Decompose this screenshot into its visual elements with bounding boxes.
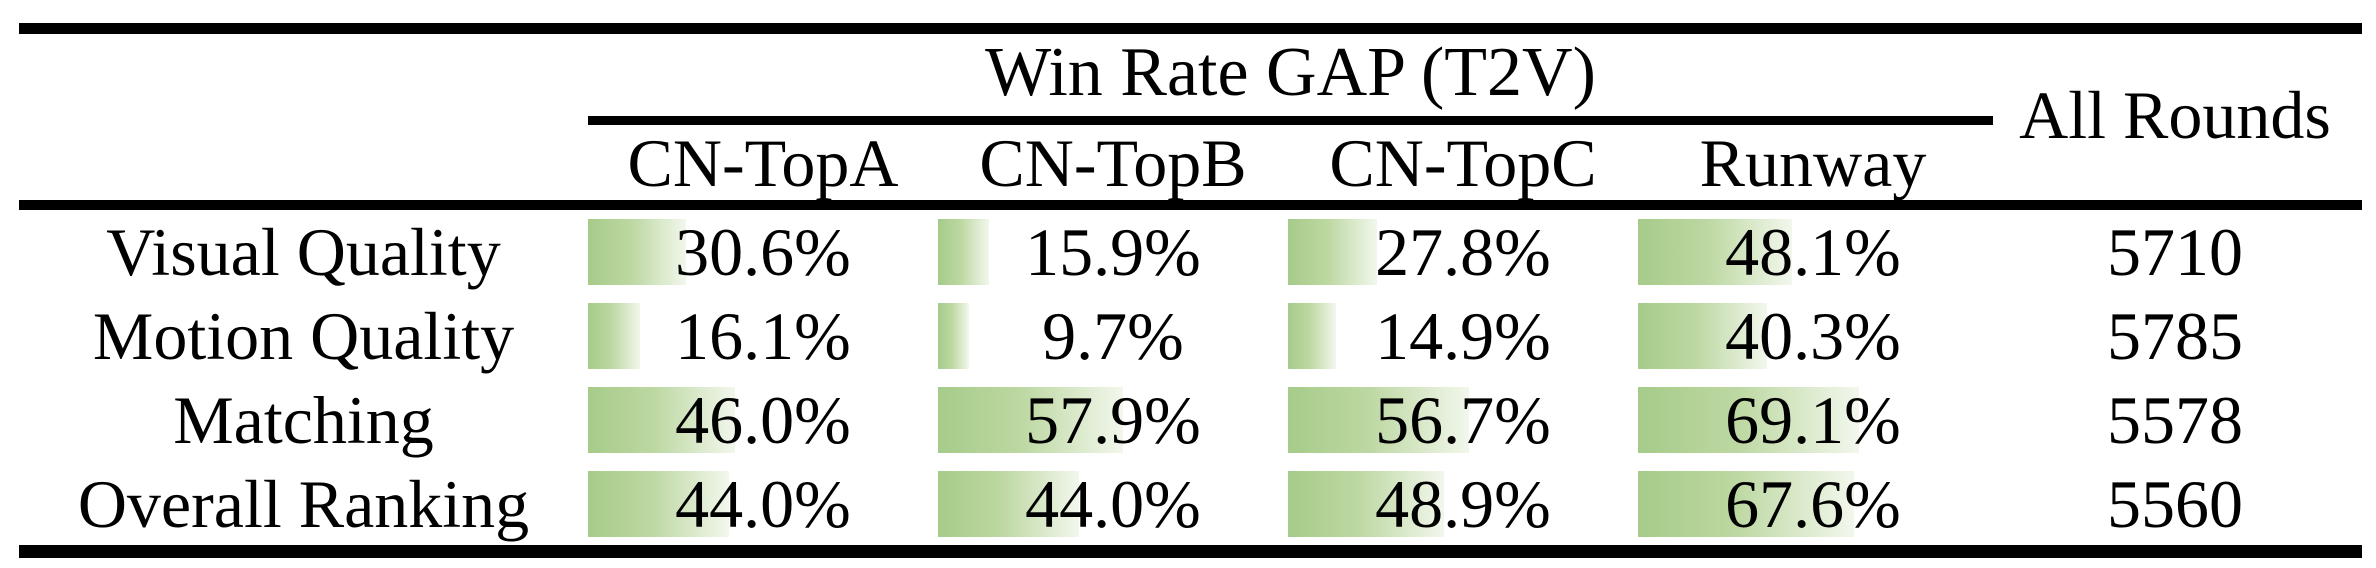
percent-value: 9.7% — [1042, 298, 1184, 374]
bottom-rule — [19, 545, 2362, 558]
percent-data-bar — [588, 471, 729, 537]
percent-data-bar — [1638, 387, 1860, 453]
percent-cell: 15.9% — [938, 210, 1288, 294]
row-label: Overall Ranking — [77, 466, 530, 542]
column-header-cn-topa: CN-TopA — [627, 125, 899, 201]
percent-data-bar — [1288, 219, 1377, 285]
percent-cell: 9.7% — [938, 294, 1288, 378]
percent-value: 15.9% — [1025, 214, 1201, 290]
percent-value: 48.9% — [1375, 466, 1551, 542]
percent-value: 46.0% — [675, 382, 851, 458]
table-row: Motion Quality 16.1% 9.7% 14.9% 40.3% 57… — [0, 294, 2376, 378]
row-label: Visual Quality — [106, 214, 501, 290]
percent-cell: 48.9% — [1288, 462, 1638, 546]
percent-value: 67.6% — [1725, 466, 1901, 542]
column-header-runway: Runway — [1699, 125, 1927, 201]
percent-value: 27.8% — [1375, 214, 1551, 290]
percent-value: 30.6% — [675, 214, 851, 290]
percent-cell: 69.1% — [1638, 378, 1988, 462]
percent-value: 44.0% — [1025, 466, 1201, 542]
percent-data-bar — [588, 303, 640, 369]
percent-cell: 44.0% — [938, 462, 1288, 546]
percent-data-bar — [1288, 303, 1336, 369]
percent-cell: 44.0% — [588, 462, 938, 546]
percent-cell: 16.1% — [588, 294, 938, 378]
row-label: Matching — [173, 382, 434, 458]
all-rounds-value: 5560 — [2107, 466, 2243, 542]
percent-value: 56.7% — [1375, 382, 1551, 458]
percent-data-bar — [1288, 387, 1470, 453]
percent-cell: 48.1% — [1638, 210, 1988, 294]
percent-value: 40.3% — [1725, 298, 1901, 374]
percent-cell: 67.6% — [1638, 462, 1988, 546]
percent-value: 69.1% — [1725, 382, 1901, 458]
percent-value: 48.1% — [1725, 214, 1901, 290]
percent-data-bar — [938, 219, 989, 285]
percent-data-bar — [1288, 471, 1445, 537]
all-rounds-value: 5710 — [2107, 214, 2243, 290]
percent-cell: 40.3% — [1638, 294, 1988, 378]
percent-data-bar — [1638, 303, 1767, 369]
percent-cell: 30.6% — [588, 210, 938, 294]
column-header-cn-topc: CN-TopC — [1329, 125, 1597, 201]
percent-value: 14.9% — [1375, 298, 1551, 374]
percent-data-bar — [588, 387, 736, 453]
table-row: Visual Quality 30.6% 15.9% 27.8% 48.1% 5… — [0, 210, 2376, 294]
all-rounds-value: 5578 — [2107, 382, 2243, 458]
header-body-rule — [19, 200, 2362, 210]
header-group-rule — [588, 116, 1993, 125]
percent-data-bar — [938, 303, 970, 369]
percent-data-bar — [588, 219, 686, 285]
percent-cell: 57.9% — [938, 378, 1288, 462]
column-header-all-rounds: All Rounds — [2019, 77, 2331, 153]
percent-cell: 14.9% — [1288, 294, 1638, 378]
percent-value: 57.9% — [1025, 382, 1201, 458]
percent-value: 16.1% — [675, 298, 851, 374]
row-label: Motion Quality — [92, 298, 515, 374]
top-rule — [19, 23, 2362, 34]
percent-cell: 27.8% — [1288, 210, 1638, 294]
table-row: Overall Ranking 44.0% 44.0% 48.9% 67.6% … — [0, 462, 2376, 546]
table-row: Matching 46.0% 57.9% 56.7% 69.1% 5578 — [0, 378, 2376, 462]
percent-value: 44.0% — [675, 466, 851, 542]
percent-data-bar — [1638, 219, 1792, 285]
all-rounds-value: 5785 — [2107, 298, 2243, 374]
percent-data-bar — [938, 471, 1079, 537]
percent-data-bar — [1638, 471, 1855, 537]
percent-cell: 46.0% — [588, 378, 938, 462]
column-header-cn-topb: CN-TopB — [979, 125, 1247, 201]
percent-data-bar — [938, 387, 1124, 453]
percent-cell: 56.7% — [1288, 378, 1638, 462]
table-title: Win Rate GAP (T2V) — [985, 34, 1596, 111]
